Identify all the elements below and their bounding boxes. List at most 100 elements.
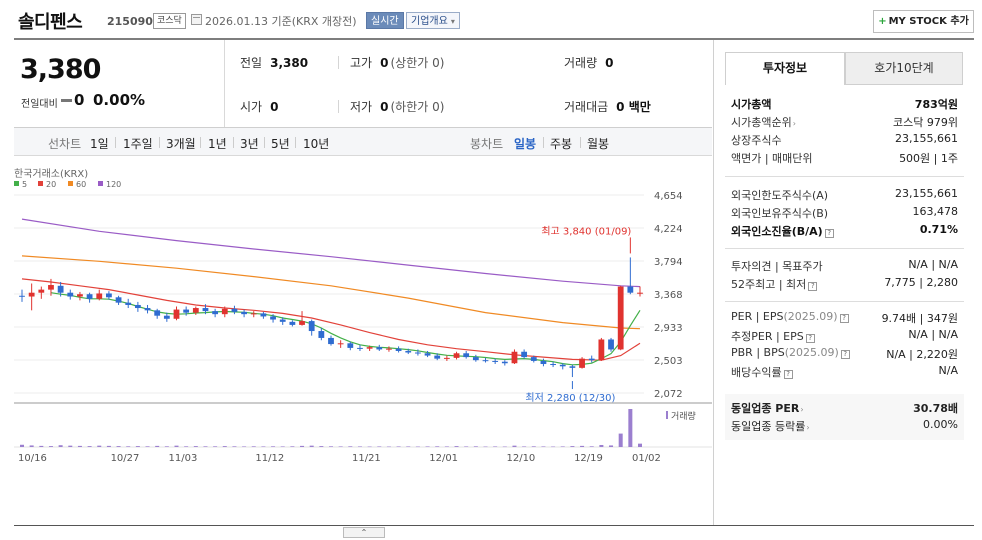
chevron-up-icon: ⌃	[360, 528, 368, 537]
industry-per-row[interactable]: 동일업종 PER› 30.78배	[725, 398, 964, 416]
legend-swatch	[68, 181, 73, 186]
period-1d[interactable]: 1일	[90, 137, 109, 151]
industry-rate-value: 0.00%	[923, 418, 958, 431]
chevron-right-icon: ›	[792, 119, 796, 128]
divider	[115, 137, 116, 148]
volume-bar	[570, 446, 575, 447]
period-1y[interactable]: 1년	[208, 137, 227, 151]
pbr-key: PBR | BPS(2025.09)?	[731, 346, 850, 359]
volume-bar	[512, 445, 517, 447]
volume-bar	[280, 446, 285, 447]
x-tick-label: 11/03	[169, 453, 198, 464]
chevron-down-icon: ▾	[450, 17, 455, 26]
help-icon[interactable]: ?	[840, 350, 850, 359]
low-value: 0	[380, 100, 389, 114]
volume-bar	[97, 445, 102, 447]
change-value: 0	[74, 91, 85, 109]
candle-body	[19, 295, 25, 297]
dividend-key: 배당수익률?	[731, 364, 793, 380]
ma60-line	[21, 255, 641, 330]
help-icon[interactable]: ?	[805, 334, 815, 343]
volume-bar	[531, 446, 536, 447]
stock-code: 215090	[107, 15, 153, 28]
divider	[264, 137, 265, 148]
per-row: PER | EPS(2025.09)? 9.74배 | 347원	[725, 308, 964, 326]
industry-rate-row[interactable]: 동일업종 등락률› 0.00%	[725, 416, 964, 434]
opinion-value: N/A | N/A	[908, 258, 958, 271]
volume-bar	[174, 445, 179, 447]
company-overview-dropdown[interactable]: 기업개요 ▾	[406, 12, 460, 29]
tab-order-book[interactable]: 호가10단계	[845, 52, 963, 85]
candle-body	[163, 315, 170, 319]
period-3y[interactable]: 3년	[240, 137, 259, 151]
est-per-label: 추정PER | EPS	[731, 330, 804, 343]
volume-bar	[58, 445, 63, 447]
volume: 거래량 0	[564, 54, 613, 71]
candle-body	[415, 352, 421, 354]
calendar-icon	[191, 14, 202, 25]
candle-body	[550, 364, 556, 366]
stock-chart[interactable]: 한국거래소(KRX) 5 20 60 120 4,654 4,224 3,794 3,368 2,…	[14, 157, 712, 525]
period-1w[interactable]: 1주일	[123, 137, 153, 151]
est-per-row: 추정PER | EPS? N/A | N/A	[725, 326, 964, 344]
volume-bar	[348, 446, 353, 447]
candle-body	[588, 358, 595, 361]
foreign-rate-value: 0.71%	[919, 223, 958, 236]
help-icon[interactable]: ?	[783, 370, 793, 379]
chart-svg: 한국거래소(KRX)5 20 60 120 4,654 4,224 3,794 3,368 2,…	[14, 168, 712, 464]
candle-body	[328, 337, 334, 345]
help-icon[interactable]: ?	[839, 314, 849, 323]
candle-body	[472, 357, 479, 361]
volume-bar	[290, 446, 295, 447]
period-5y[interactable]: 5년	[271, 137, 290, 151]
week52-value: 7,775 | 2,280	[884, 276, 958, 289]
candle-body	[308, 321, 315, 332]
y-tick-label: 2,933	[654, 323, 683, 334]
period-3m[interactable]: 3개월	[166, 137, 196, 151]
volume-bar	[454, 446, 459, 447]
period-monthly[interactable]: 월봉	[587, 137, 610, 151]
est-per-value: N/A | N/A	[908, 328, 958, 341]
volume-bar	[609, 445, 614, 447]
candle-body	[443, 357, 450, 359]
volume-bar	[232, 446, 237, 447]
industry-per-value: 30.78배	[913, 402, 958, 415]
expand-chart-button[interactable]: ⌃	[343, 527, 385, 538]
amount-value: 0 백만	[616, 100, 651, 114]
candle-body	[192, 308, 199, 313]
volume-bar	[203, 446, 208, 447]
period-daily[interactable]: 일봉	[514, 137, 537, 151]
x-tick-label: 11/12	[255, 453, 284, 464]
candle-body	[598, 339, 605, 361]
period-weekly[interactable]: 주봉	[550, 137, 573, 151]
tab-invest-info[interactable]: 투자정보	[725, 52, 845, 85]
my-stock-add-button[interactable]: + MY STOCK 추가	[873, 10, 974, 33]
line-chart-label: 선차트	[48, 137, 82, 151]
help-icon[interactable]: ?	[808, 282, 818, 291]
candle-body	[617, 286, 624, 350]
realtime-button[interactable]: 실시간	[366, 12, 404, 29]
price-summary: 3,380 전일대비 0 0.00%	[14, 40, 225, 127]
par-row: 액면가 | 매매단위 500원 | 1주	[725, 148, 964, 166]
help-icon[interactable]: ?	[824, 229, 834, 238]
per-key: PER | EPS(2025.09)?	[731, 310, 849, 323]
volume-bar	[87, 446, 92, 447]
foreign-limit-row: 외국인한도주식수(A) 23,155,661	[725, 185, 964, 203]
market-cap-value: 783억원	[914, 98, 958, 111]
candle-body	[38, 289, 45, 293]
foreign-hold-value: 163,478	[912, 205, 959, 218]
chevron-right-icon: ›	[800, 405, 804, 414]
prev-value: 3,380	[270, 56, 309, 70]
y-tick-label: 2,503	[654, 356, 683, 367]
industry-rate-label: 동일업종 등락률	[731, 420, 806, 433]
candle-body	[134, 304, 141, 309]
header-divider	[14, 38, 974, 40]
candle-body	[106, 293, 112, 298]
industry-per-key: 동일업종 PER›	[731, 400, 804, 416]
candle-body	[434, 355, 441, 359]
high-label: 고가	[350, 56, 373, 70]
period-10y[interactable]: 10년	[303, 137, 330, 151]
candle-body	[347, 343, 354, 348]
candle-body	[299, 321, 305, 325]
cap-rank-row[interactable]: 시가총액순위› 코스닥 979위	[725, 112, 964, 130]
